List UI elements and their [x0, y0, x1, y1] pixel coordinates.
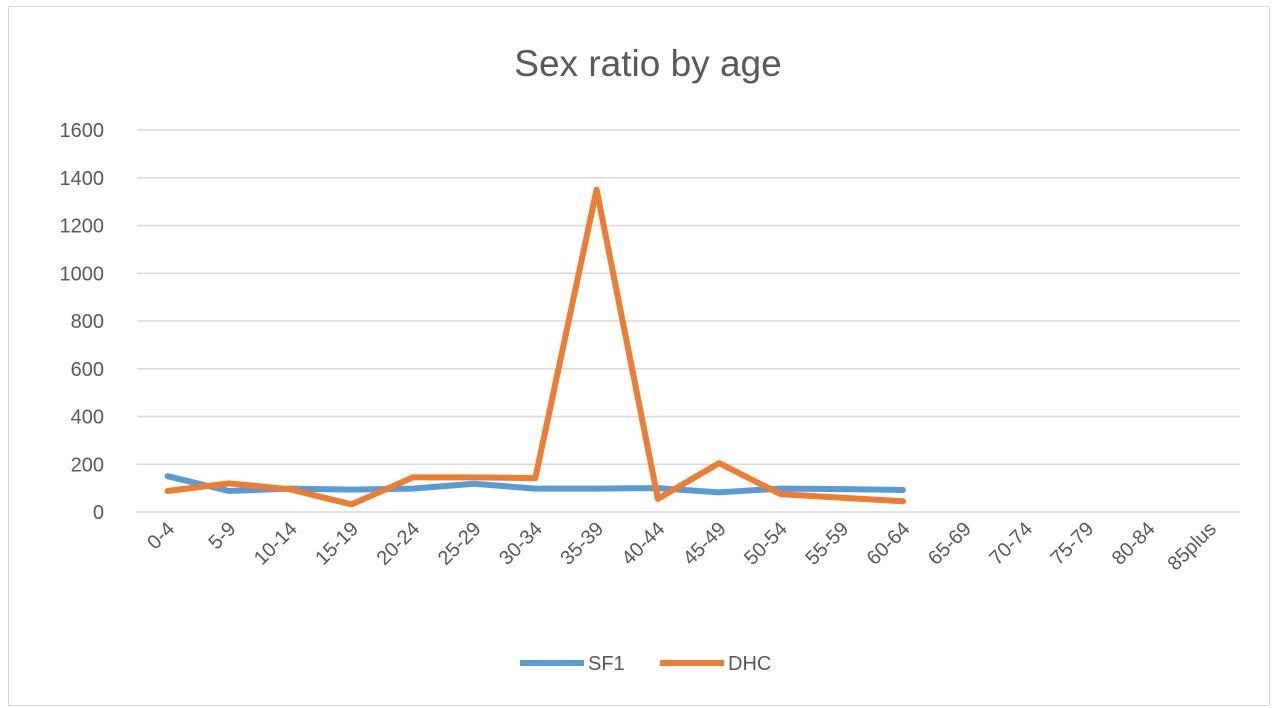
chart-title: Sex ratio by age [514, 43, 781, 84]
x-tick-label: 55-59 [802, 518, 854, 570]
x-tick-label: 75-79 [1047, 518, 1099, 570]
x-tick-label: 15-19 [311, 518, 363, 570]
y-tick-label: 600 [71, 359, 104, 381]
gridlines [137, 129, 1240, 513]
x-tick-label: 85plus [1164, 518, 1221, 575]
y-tick-label: 800 [71, 311, 104, 333]
y-tick-label: 1600 [60, 120, 105, 142]
chart-frame [8, 6, 1270, 706]
y-tick-label: 1000 [60, 263, 105, 285]
x-tick-label: 30-34 [495, 518, 547, 570]
x-tick-label: 20-24 [373, 518, 425, 570]
x-axis: 0-4 5-9 10-14 15-19 20-24 25-29 30-34 35-39 40-4… [143, 518, 1221, 575]
legend-label-dhc: DHC [728, 653, 771, 675]
legend-label-sf1: SF1 [588, 653, 625, 675]
x-tick-label: 40-44 [618, 518, 670, 570]
y-tick-label: 1400 [60, 168, 105, 190]
x-tick-label: 25-29 [434, 518, 486, 570]
x-tick-label: 70-74 [985, 518, 1037, 570]
y-tick-label: 400 [71, 407, 104, 429]
x-tick-label: 10-14 [250, 518, 302, 570]
x-tick-label: 60-64 [863, 518, 915, 570]
x-tick-label: 50-54 [740, 518, 792, 570]
y-axis: 0 200 400 600 800 1000 1200 1400 1600 [60, 120, 105, 524]
series-lines [164, 186, 906, 508]
x-tick-label: 45-49 [679, 518, 731, 570]
y-tick-label: 1200 [60, 216, 105, 238]
x-tick-label: 35-39 [556, 518, 608, 570]
x-tick-label: 5-9 [204, 518, 240, 554]
x-tick-label: 80-84 [1108, 518, 1160, 570]
y-tick-label: 200 [71, 454, 104, 476]
x-tick-label: 0-4 [143, 518, 179, 554]
x-tick-label: 65-69 [924, 518, 976, 570]
series-line-dhc [164, 186, 906, 508]
legend: SF1 DHC [520, 653, 771, 675]
y-tick-label: 0 [93, 502, 104, 524]
